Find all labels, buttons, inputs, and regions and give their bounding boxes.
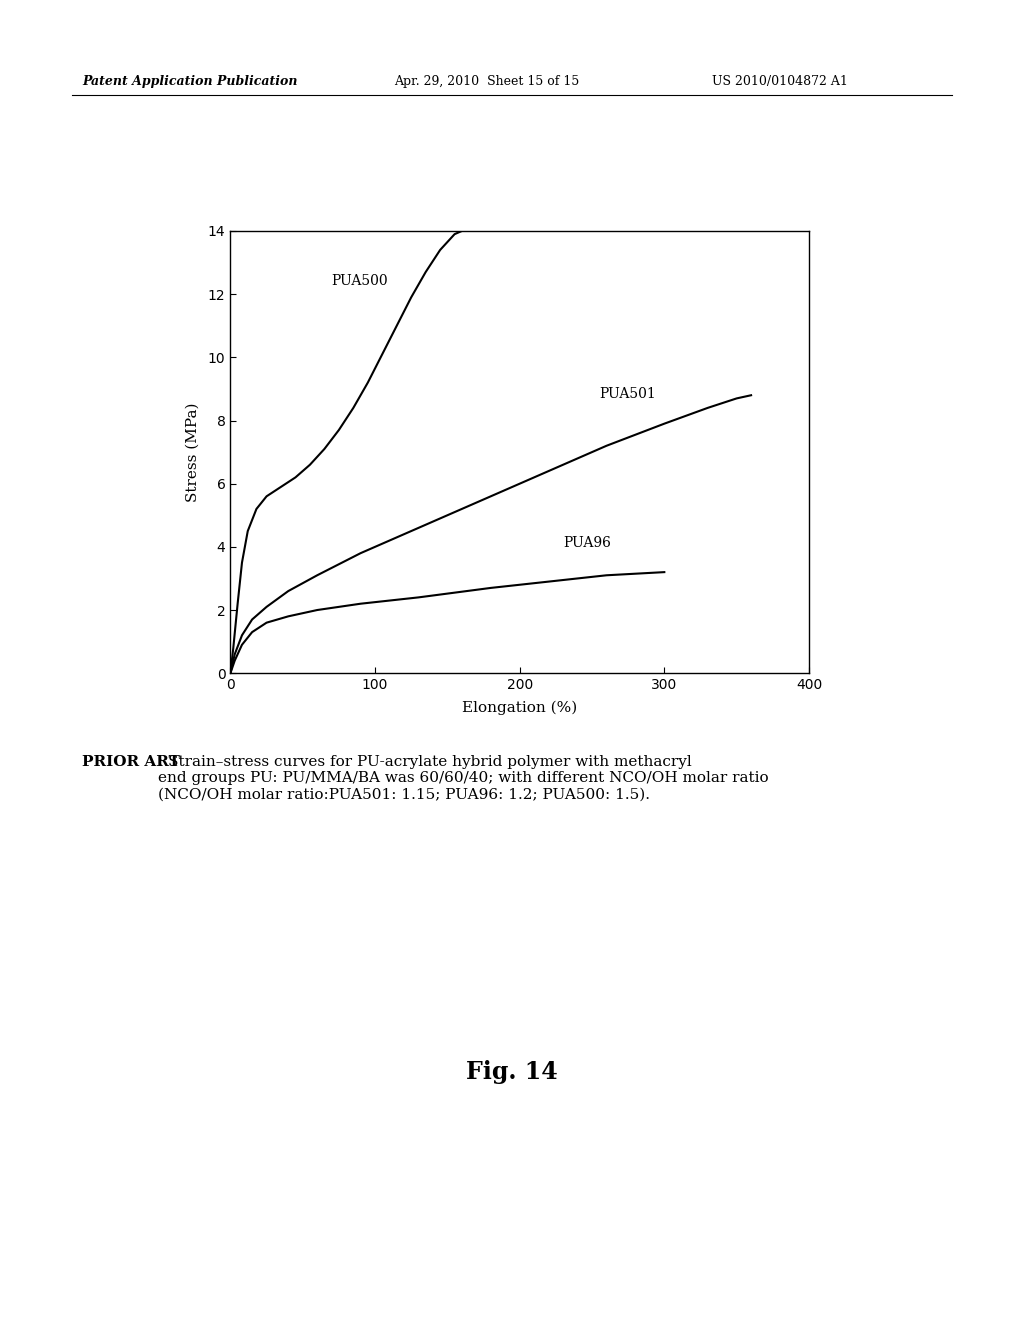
Y-axis label: Stress (MPa): Stress (MPa) — [185, 403, 200, 502]
Text: US 2010/0104872 A1: US 2010/0104872 A1 — [712, 75, 848, 88]
Text: Patent Application Publication: Patent Application Publication — [82, 75, 297, 88]
Text: : Strain–stress curves for PU-acrylate hybrid polymer with methacryl
end groups : : Strain–stress curves for PU-acrylate h… — [158, 755, 768, 801]
Text: PUA501: PUA501 — [599, 387, 656, 401]
Text: Apr. 29, 2010  Sheet 15 of 15: Apr. 29, 2010 Sheet 15 of 15 — [394, 75, 580, 88]
X-axis label: Elongation (%): Elongation (%) — [462, 701, 578, 715]
Text: PRIOR ART: PRIOR ART — [82, 755, 180, 770]
Text: Fig. 14: Fig. 14 — [466, 1060, 558, 1084]
Text: PUA500: PUA500 — [332, 273, 388, 288]
Text: PUA96: PUA96 — [563, 536, 611, 550]
